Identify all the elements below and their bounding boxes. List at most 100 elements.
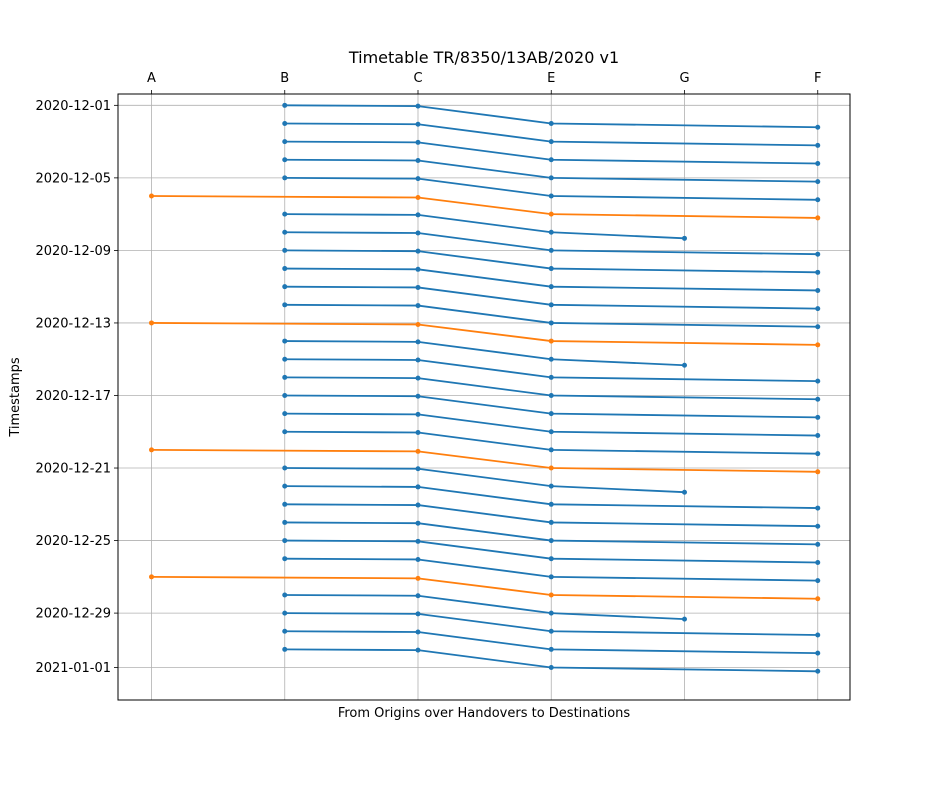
data-point <box>282 465 288 471</box>
data-point <box>815 324 821 330</box>
data-point <box>548 284 554 290</box>
series-7 <box>282 211 687 241</box>
series-2 <box>282 120 821 148</box>
series-line <box>284 521 818 546</box>
x-tick-label: A <box>147 71 156 86</box>
data-point <box>815 396 821 402</box>
series-25 <box>282 538 821 565</box>
data-point <box>548 374 554 380</box>
series-3 <box>282 139 821 167</box>
y-tick-label: 2020-12-17 <box>35 389 111 404</box>
data-point <box>282 411 288 417</box>
series-20 <box>149 447 821 475</box>
data-point <box>815 505 821 511</box>
series-11 <box>282 284 821 312</box>
data-point <box>282 374 288 380</box>
y-tick-label: 2021-01-01 <box>35 661 111 676</box>
series-28 <box>282 592 687 622</box>
data-point <box>548 338 554 344</box>
series-line <box>284 394 818 419</box>
data-point <box>815 523 821 529</box>
data-point <box>815 559 821 565</box>
data-point <box>415 393 421 399</box>
x-tick-label: B <box>280 71 289 86</box>
data-point <box>282 266 288 272</box>
data-point <box>282 102 288 108</box>
data-point <box>548 646 554 652</box>
data-point <box>548 411 554 417</box>
x-tick-label: E <box>547 71 555 86</box>
series-21 <box>282 465 687 495</box>
data-point <box>415 538 421 544</box>
data-point <box>682 616 687 622</box>
data-point <box>282 302 288 308</box>
series-line <box>284 630 818 655</box>
data-point <box>415 303 421 309</box>
data-point <box>415 195 421 201</box>
data-point <box>415 411 421 417</box>
series-line <box>284 158 818 183</box>
series-line <box>284 557 818 582</box>
data-point <box>815 451 821 457</box>
data-point <box>548 501 554 507</box>
data-point <box>415 103 421 109</box>
series-23 <box>282 501 821 529</box>
series-line <box>284 430 818 455</box>
data-point <box>415 212 421 218</box>
data-point <box>282 157 288 163</box>
data-point <box>415 176 421 182</box>
data-point <box>415 575 421 581</box>
series-29 <box>282 610 821 638</box>
data-point <box>815 161 821 167</box>
series-22 <box>282 483 821 511</box>
data-point <box>815 541 821 547</box>
data-point <box>548 139 554 145</box>
data-point <box>282 356 288 362</box>
series-27 <box>149 574 821 602</box>
series-26 <box>282 556 821 584</box>
data-point <box>415 266 421 272</box>
y-tick-label: 2020-12-21 <box>35 462 111 477</box>
series-line <box>284 467 685 494</box>
data-point <box>815 433 821 439</box>
y-tick-label: 2020-12-29 <box>35 607 111 622</box>
x-axis-label: From Origins over Handovers to Destinati… <box>338 706 631 721</box>
series-14 <box>282 338 687 368</box>
series-line <box>151 195 818 219</box>
data-point <box>815 197 821 203</box>
data-point <box>282 175 288 181</box>
data-point <box>548 519 554 525</box>
series-line <box>284 503 818 528</box>
data-point <box>282 501 288 507</box>
data-point <box>282 429 288 435</box>
data-point <box>149 447 154 453</box>
data-point <box>548 211 554 217</box>
data-point <box>415 448 421 454</box>
data-point <box>815 469 821 475</box>
series-line <box>284 358 818 383</box>
series-line <box>284 612 818 636</box>
data-point <box>415 611 421 617</box>
data-point <box>548 538 554 544</box>
data-point <box>815 215 821 221</box>
data-point <box>415 629 421 635</box>
y-tick-label: 2020-12-09 <box>35 244 111 259</box>
data-point <box>548 120 554 126</box>
plot-frame <box>117 93 851 701</box>
ticks: A B C E G F 2020-12-01 2020-12-05 2020-12-09 2020… <box>35 71 821 676</box>
data-point <box>815 632 821 638</box>
series-24 <box>282 519 821 547</box>
data-point <box>548 628 554 634</box>
series-18 <box>282 411 821 439</box>
data-point <box>548 429 554 435</box>
data-point <box>415 556 421 562</box>
data-point <box>815 287 821 293</box>
data-point <box>815 124 821 130</box>
data-point <box>548 465 554 471</box>
data-point <box>548 610 554 616</box>
data-point <box>282 120 288 126</box>
chart-title: Timetable TR/8350/13AB/2020 v1 <box>348 48 619 67</box>
data-point <box>815 578 821 584</box>
data-point <box>415 339 421 345</box>
